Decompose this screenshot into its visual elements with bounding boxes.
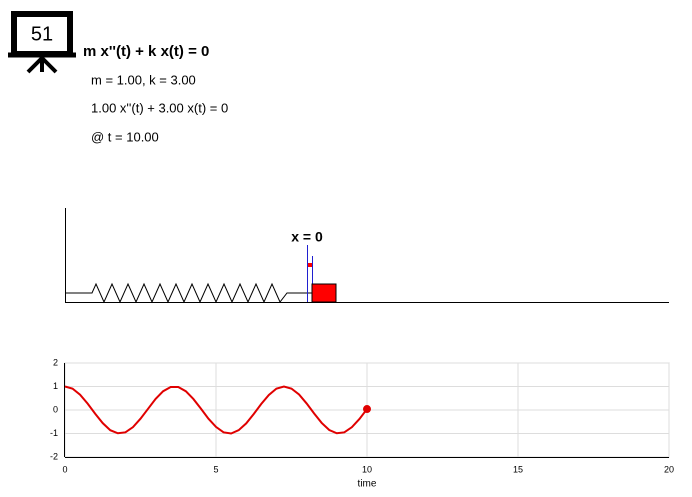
- y-tick-label: 1: [53, 381, 58, 391]
- equation-title: m x''(t) + k x(t) = 0: [83, 43, 209, 60]
- equilibrium-label: x = 0: [291, 229, 323, 245]
- slide-icon: [8, 11, 76, 74]
- y-tick-label: -1: [50, 428, 58, 438]
- spring-diagram: [65, 208, 669, 304]
- x-tick-label: 15: [513, 464, 523, 474]
- y-tick-label: 2: [53, 357, 58, 367]
- time-label: @ t = 10.00: [91, 129, 159, 144]
- current-point: [363, 405, 371, 414]
- y-tick-label: -2: [50, 451, 58, 461]
- y-tick-label: 0: [53, 404, 58, 414]
- x-tick-label: 10: [362, 464, 372, 474]
- series-line: [64, 385, 368, 435]
- x-tick-label: 5: [213, 464, 218, 474]
- params: m = 1.00, k = 3.00: [91, 72, 196, 87]
- x-tick-label: 20: [664, 464, 674, 474]
- ode: 1.00 x''(t) + 3.00 x(t) = 0: [91, 100, 228, 115]
- slide-number: 51: [31, 23, 53, 45]
- x-tick-label: 0: [62, 464, 67, 474]
- x-axis-label: time: [358, 479, 377, 490]
